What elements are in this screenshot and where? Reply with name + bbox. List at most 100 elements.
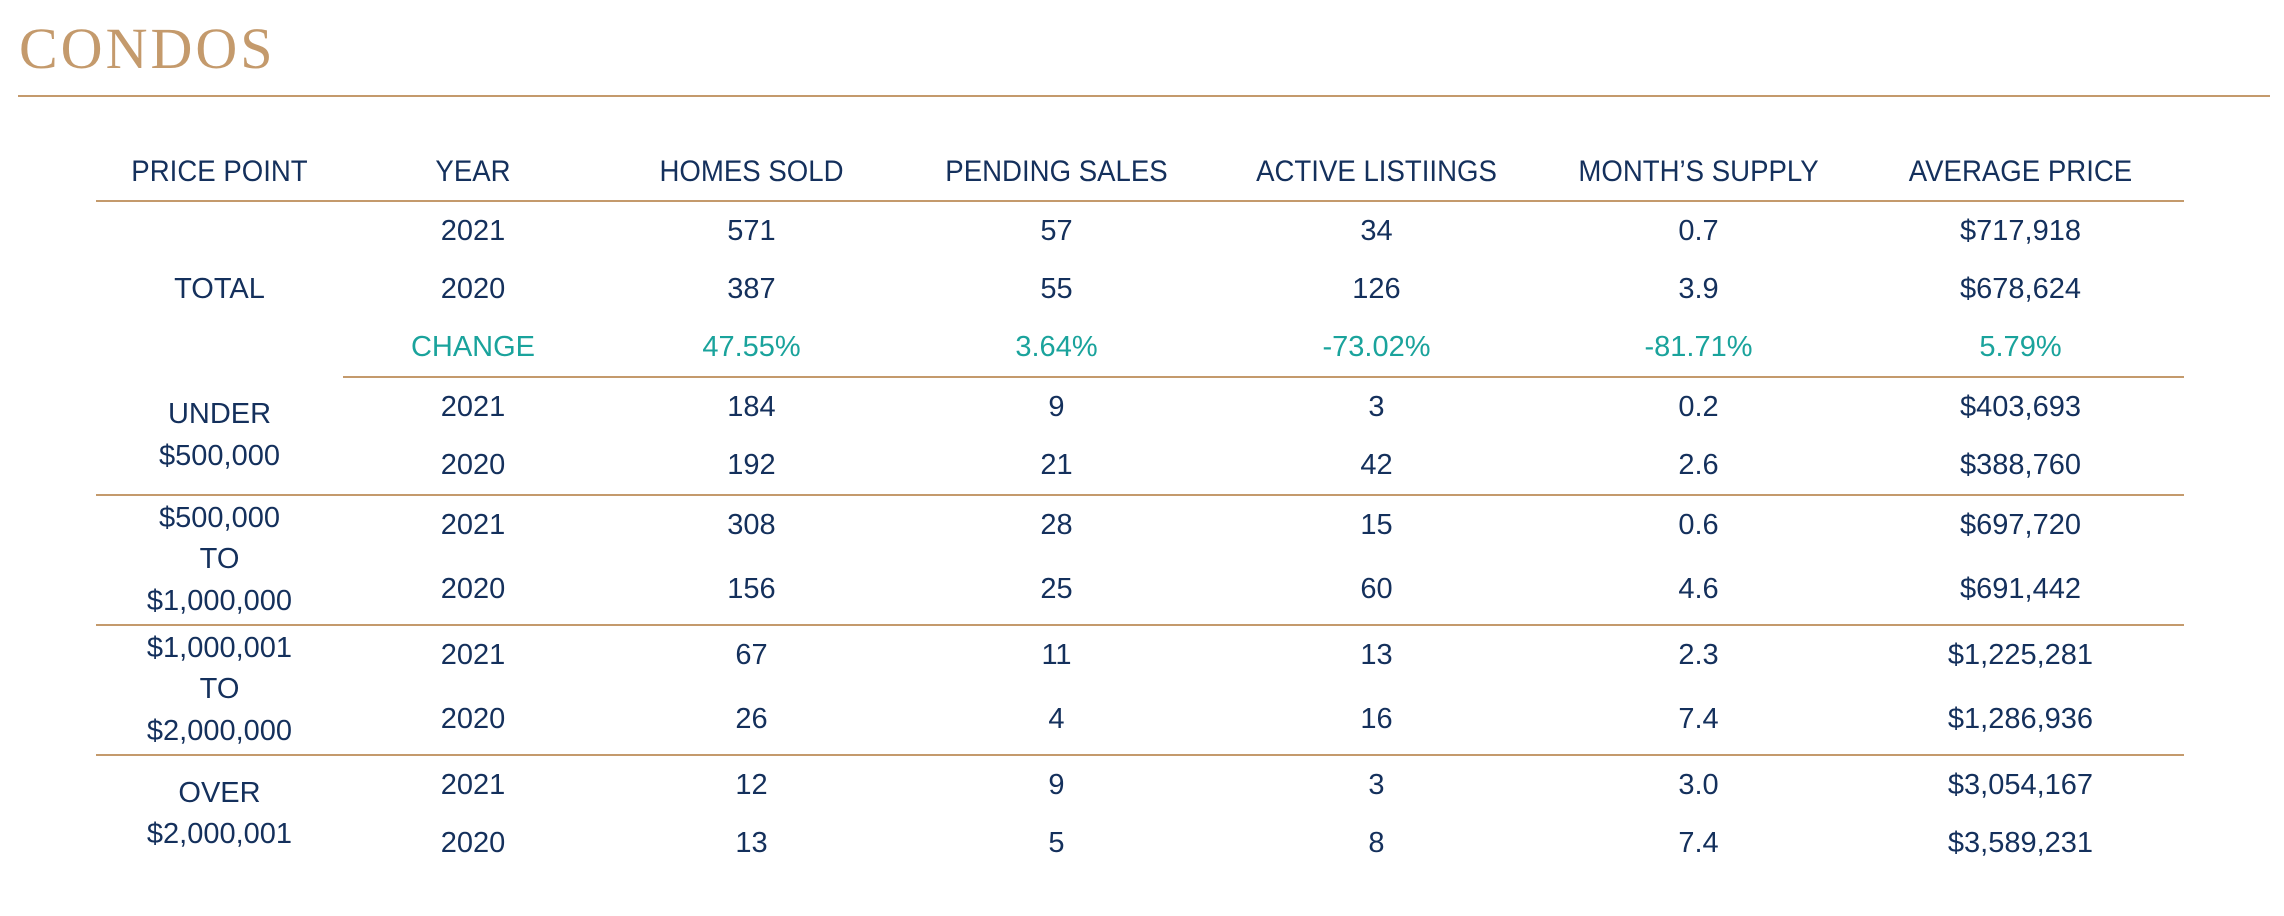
average-price-cell: $403,693	[1960, 390, 2081, 423]
active-listings-cell: 34	[1360, 214, 1393, 247]
pending-sales-cell: 21	[900, 436, 1213, 496]
header-months-supply: MONTH’S SUPPLY	[1552, 144, 1845, 202]
table-row: 2020 192 21 42 2.6 $388,760	[96, 436, 2184, 496]
active-listings-cell: 16	[1213, 684, 1540, 756]
price-point-line: $2,000,000	[146, 714, 293, 747]
price-point-line: TO	[199, 673, 240, 706]
homes-sold-cell: 184	[727, 390, 776, 423]
average-price-cell: $1,225,281	[1947, 638, 2094, 671]
table-row: TOTAL 2021 571 57 34 0.7 $717,918	[96, 201, 2184, 305]
active-listings-cell: 3	[1368, 390, 1385, 423]
year-cell: 2020	[440, 272, 506, 305]
header-pending-sales: PENDING SALES	[912, 144, 1201, 202]
group-1m-to-2m: $1,000,001 TO $2,000,000 2021 67 11 13 2…	[96, 625, 2184, 756]
active-listings-cell: 42	[1213, 436, 1540, 496]
price-point-label: TOTAL	[174, 272, 265, 305]
price-point-cell: UNDER $500,000	[96, 377, 343, 496]
months-supply-cell: 0.2	[1678, 390, 1719, 423]
homes-sold-cell: 192	[603, 436, 900, 496]
header-active-listings: ACTIVE LISTIINGS	[1226, 144, 1527, 202]
months-supply-cell: 0.6	[1678, 508, 1719, 541]
average-price-cell: $717,918	[1960, 214, 2081, 247]
average-price-cell: $388,760	[1857, 436, 2184, 496]
year-cell: 2020	[343, 684, 603, 756]
average-price-cell: $3,054,167	[1947, 768, 2094, 801]
homes-sold-cell: 308	[727, 508, 776, 541]
average-price-cell: $697,720	[1960, 508, 2081, 541]
pending-sales-cell: 55	[1040, 272, 1073, 305]
year-cell: 2021	[440, 390, 506, 423]
active-listings-change: -73.02%	[1213, 318, 1540, 378]
pending-sales-cell: 5	[1048, 826, 1065, 859]
homes-sold-cell: 387	[727, 272, 776, 305]
pending-sales-cell: 57	[1040, 214, 1073, 247]
average-price-cell: $678,624	[1960, 272, 2081, 305]
active-listings-cell: 126	[1352, 272, 1401, 305]
price-point-line: UNDER	[167, 398, 272, 431]
average-price-cell: $3,589,231	[1947, 826, 2094, 859]
pending-sales-cell: 9	[1048, 768, 1065, 801]
months-supply-cell: 0.7	[1678, 214, 1719, 247]
price-point-cell: $500,000 TO $1,000,000	[96, 495, 343, 626]
year-cell: 2021	[440, 638, 506, 671]
condos-stats-table: PRICE POINT YEAR HOMES SOLD PENDING SALE…	[96, 144, 2184, 872]
homes-sold-change: 47.55%	[603, 318, 900, 378]
table-row: 2020 13 5 8 7.4 $3,589,231	[96, 814, 2184, 872]
price-point-line: $500,000	[159, 439, 280, 472]
pending-sales-cell: 11	[1041, 638, 1072, 671]
header-average-price: AVERAGE PRICE	[1870, 144, 2171, 202]
change-row: CHANGE 47.55% 3.64% -73.02% -81.71% 5.79…	[96, 318, 2184, 378]
price-point-cell: OVER $2,000,001	[96, 755, 343, 872]
months-supply-change: -81.71%	[1540, 318, 1857, 378]
homes-sold-cell: 156	[603, 554, 900, 626]
pending-sales-cell: 25	[900, 554, 1213, 626]
average-price-cell: $691,442	[1857, 554, 2184, 626]
title-divider	[18, 95, 2270, 97]
table-row: 2020 387 55 126 3.9 $678,624	[96, 260, 2184, 318]
months-supply-cell: 3.9	[1678, 272, 1719, 305]
price-point-cell: TOTAL	[96, 201, 343, 377]
months-supply-cell: 2.6	[1540, 436, 1857, 496]
year-cell: 2021	[440, 508, 506, 541]
months-supply-cell: 3.0	[1678, 768, 1719, 801]
months-supply-cell: 2.3	[1678, 638, 1719, 671]
price-point-line: $1,000,000	[146, 584, 293, 617]
year-cell: 2020	[440, 826, 506, 859]
active-listings-cell: 15	[1360, 508, 1393, 541]
months-supply-cell: 4.6	[1540, 554, 1857, 626]
price-point-line: $500,000	[159, 502, 280, 535]
table-row: OVER $2,000,001 2021 12 9 3 3.0 $3,054,1…	[96, 755, 2184, 850]
pending-sales-cell: 28	[1040, 508, 1073, 541]
pending-sales-cell: 4	[900, 684, 1213, 756]
year-cell: 2020	[343, 436, 603, 496]
header-price-point: PRICE POINT	[105, 144, 334, 202]
homes-sold-cell: 26	[603, 684, 900, 756]
year-cell: 2021	[440, 768, 506, 801]
average-price-cell: $1,286,936	[1857, 684, 2184, 756]
price-point-line: $1,000,001	[146, 632, 293, 665]
year-cell: 2020	[343, 554, 603, 626]
table-row: 2020 26 4 16 7.4 $1,286,936	[96, 684, 2184, 756]
price-point-line: OVER	[178, 776, 261, 809]
active-listings-cell: 8	[1368, 826, 1385, 859]
months-supply-cell: 7.4	[1678, 826, 1719, 859]
group-total: TOTAL 2021 571 57 34 0.7 $717,918 2020 3…	[96, 201, 2184, 378]
year-cell: 2021	[440, 214, 506, 247]
homes-sold-cell: 13	[735, 826, 768, 859]
months-supply-cell: 7.4	[1540, 684, 1857, 756]
price-point-line: TO	[199, 543, 240, 576]
pending-sales-cell: 9	[1048, 390, 1065, 423]
header-homes-sold: HOMES SOLD	[614, 144, 889, 202]
header-row: PRICE POINT YEAR HOMES SOLD PENDING SALE…	[96, 144, 2184, 202]
table-row: $500,000 TO $1,000,000 2021 308 28 15 0.…	[96, 495, 2184, 626]
pending-sales-change: 3.64%	[900, 318, 1213, 378]
table-row: $1,000,001 TO $2,000,000 2021 67 11 13 2…	[96, 625, 2184, 756]
table-row: UNDER $500,000 2021 184 9 3 0.2 $403,693	[96, 377, 2184, 496]
average-price-change: 5.79%	[1857, 318, 2184, 378]
active-listings-cell: 13	[1360, 638, 1393, 671]
price-point-line: $2,000,001	[146, 818, 293, 850]
homes-sold-cell: 12	[735, 768, 768, 801]
homes-sold-cell: 571	[727, 214, 776, 247]
change-label-cell: CHANGE	[343, 318, 603, 378]
header-year: YEAR	[353, 144, 593, 202]
